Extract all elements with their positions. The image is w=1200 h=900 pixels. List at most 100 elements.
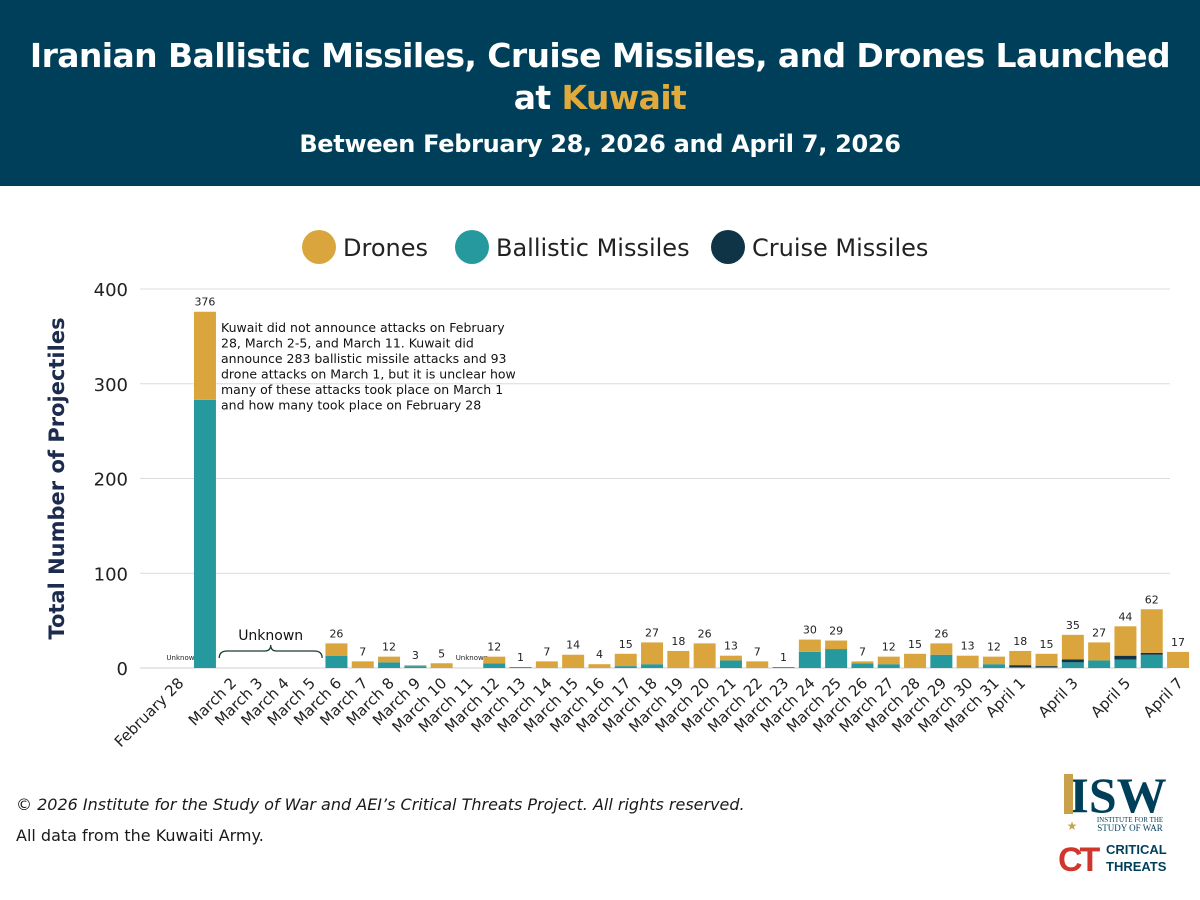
y-tick-label: 200	[94, 470, 128, 491]
data-label: 7	[543, 645, 550, 658]
data-label: 27	[645, 626, 659, 639]
bar-segment	[325, 655, 348, 668]
bar-segment	[1061, 662, 1084, 668]
bar-segment	[1088, 642, 1111, 661]
bar-segment	[351, 661, 374, 668]
x-tick-label: February 28	[111, 674, 188, 751]
annotation-note-line: announce 283 ballistic missile attacks a…	[221, 351, 507, 366]
bar-segment	[1088, 660, 1111, 668]
bar-segment	[825, 649, 848, 668]
data-label: 7	[754, 645, 761, 658]
y-tick-label: 0	[117, 659, 128, 680]
data-label: 27	[1092, 626, 1106, 639]
data-label: 12	[487, 641, 501, 654]
bar-segment	[641, 642, 664, 665]
annotation-note-line: many of these attacks took place on Marc…	[221, 382, 503, 397]
bar-segment	[1140, 609, 1163, 653]
bar-segment	[378, 662, 401, 668]
header-banner: Iranian Ballistic Missiles, Cruise Missi…	[0, 0, 1200, 186]
bar-segment	[693, 643, 716, 668]
bar-segment	[588, 664, 611, 668]
bar-segment	[614, 666, 637, 668]
data-label: 29	[829, 625, 843, 638]
ct-logo-line1: CRITICAL	[1106, 842, 1167, 857]
bar-segment	[193, 399, 216, 668]
bar-segment	[404, 666, 427, 668]
data-label: 18	[1013, 635, 1027, 648]
bar-segment	[614, 653, 637, 667]
data-label: 15	[619, 638, 633, 651]
annotation-note-line: 28, March 2-5, and March 11. Kuwait did	[221, 336, 474, 351]
data-label: Unknown	[166, 654, 199, 662]
bar-segment	[982, 656, 1005, 665]
bar-chart: 0 100 200 300 400 Total Number of Projectiles…	[45, 230, 1190, 751]
isw-logo-subtitle-1: INSTITUTE FOR THE	[1097, 816, 1163, 824]
legend-swatch	[302, 230, 336, 264]
data-label: 44	[1118, 610, 1132, 623]
bar-segment	[930, 654, 953, 668]
bar-segment	[535, 661, 558, 668]
star-icon: ★	[1067, 819, 1078, 832]
isw-logo-bar	[1064, 774, 1073, 814]
bar-segment	[325, 643, 348, 656]
ct-logo-mark: CT	[1058, 841, 1101, 878]
bar-segment	[1140, 652, 1163, 655]
data-label: 7	[859, 645, 866, 658]
data-label: 26	[698, 627, 712, 640]
isw-logo: ISW INSTITUTE FOR THE STUDY OF WAR ★	[1064, 767, 1167, 832]
bar-segment	[193, 311, 216, 400]
bar-segment	[956, 655, 979, 668]
bar-segment	[798, 651, 821, 668]
bar-segment	[1009, 650, 1032, 666]
legend-swatch	[455, 230, 489, 264]
data-label: 35	[1066, 619, 1080, 632]
data-label: 14	[566, 639, 580, 652]
x-tick-label: April 5	[1087, 674, 1134, 721]
isw-logo-subtitle-2: STUDY OF WAR	[1097, 823, 1163, 832]
data-label: Unknown	[456, 654, 489, 662]
critical-threats-logo: CT CRITICAL THREATS	[1058, 841, 1167, 878]
ct-logo-line2: THREATS	[1106, 859, 1167, 874]
bar-segment	[509, 667, 532, 668]
bar-segment	[1114, 659, 1137, 668]
y-tick-label: 100	[94, 564, 128, 585]
bar-segment	[1114, 626, 1137, 656]
bar-segment	[1167, 651, 1190, 668]
bar-segment	[562, 654, 585, 668]
data-label: 1	[517, 651, 524, 664]
bar-segment	[378, 656, 401, 663]
bar-segment	[667, 650, 690, 668]
y-tick-label: 300	[94, 375, 128, 396]
data-label: 26	[329, 627, 343, 640]
bar-segment	[851, 663, 874, 668]
bar-segment	[1061, 634, 1084, 660]
bar-segment	[798, 639, 821, 652]
title-prefix: at	[513, 78, 562, 117]
data-label: 12	[987, 641, 1001, 654]
bar-segment	[1114, 655, 1137, 660]
data-label: 4	[596, 648, 603, 661]
legend-swatch	[711, 230, 745, 264]
data-label: 17	[1171, 636, 1185, 649]
bar-segment	[1035, 666, 1058, 668]
isw-logo-text: ISW	[1069, 767, 1166, 823]
legend-label: Cruise Missiles	[752, 234, 928, 262]
bar-segment	[772, 667, 795, 668]
data-label: 1	[780, 651, 787, 664]
bar-segment	[746, 661, 769, 668]
annotation-note-line: drone attacks on March 1, but it is uncl…	[221, 367, 516, 382]
unknown-range-label: Unknown	[238, 628, 303, 644]
data-label: 26	[934, 627, 948, 640]
data-label: 15	[1040, 638, 1054, 651]
bar-segment	[719, 660, 742, 668]
annotation-note-line: Kuwait did not announce attacks on Febru…	[221, 320, 505, 335]
bar-segment	[1009, 667, 1032, 668]
data-label: 12	[882, 641, 896, 654]
x-tick-label: April 7	[1140, 674, 1187, 721]
copyright-notice: © 2026 Institute for the Study of War an…	[16, 795, 745, 814]
y-axis-title: Total Number of Projectiles	[45, 317, 69, 639]
bar-segment	[404, 665, 427, 667]
data-label: 376	[194, 296, 215, 309]
unknown-range-brace	[218, 644, 323, 659]
data-label: 15	[908, 638, 922, 651]
